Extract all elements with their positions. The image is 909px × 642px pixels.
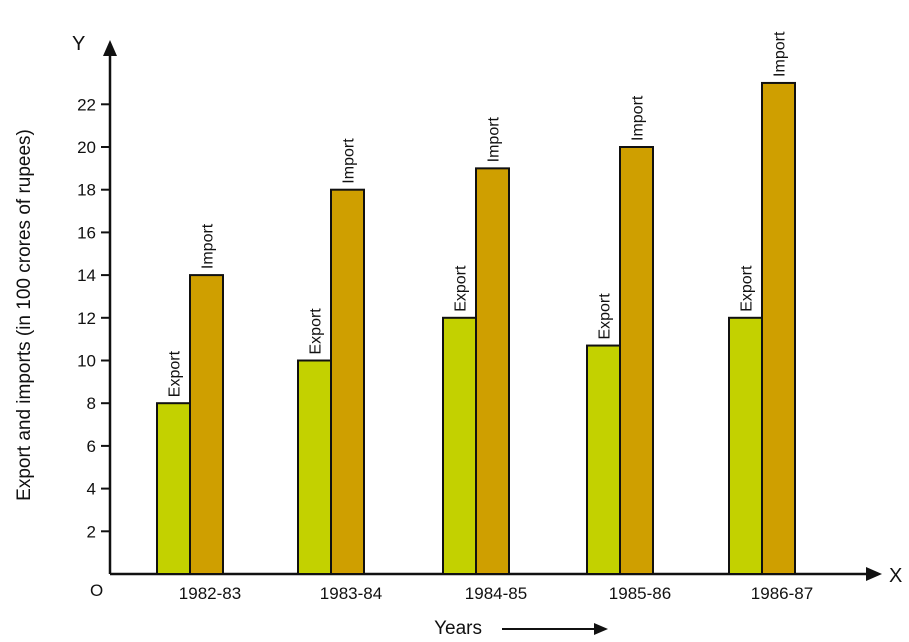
x-axis-title-arrowhead xyxy=(594,623,608,635)
bar-label-export: Export xyxy=(167,350,184,397)
y-tick-label: 22 xyxy=(77,95,96,114)
y-tick-label: 4 xyxy=(87,480,96,499)
bar-label-export: Export xyxy=(308,308,325,355)
bar-label-export: Export xyxy=(597,293,614,340)
bar-label-import: Import xyxy=(630,95,647,141)
y-tick-label: 14 xyxy=(77,266,96,285)
y-tick-label: 12 xyxy=(77,309,96,328)
bar-import-1983-84 xyxy=(330,188,365,575)
bar-label-import: Import xyxy=(341,138,358,184)
bar-export-1985-86 xyxy=(586,344,621,575)
bar-label-export: Export xyxy=(453,265,470,312)
y-tick-label: 16 xyxy=(77,223,96,242)
bar-export-1982-83 xyxy=(156,402,191,576)
category-labels: 1982-83 1983-84 1984-85 1985-86 1986-87 xyxy=(179,584,813,603)
bar-import-1984-85 xyxy=(475,167,510,575)
y-tick-label: 10 xyxy=(77,352,96,371)
category-label: 1986-87 xyxy=(751,584,813,603)
bar-export-1984-85 xyxy=(442,316,477,575)
y-tick-label: 18 xyxy=(77,181,96,200)
category-label: 1985-86 xyxy=(609,584,671,603)
origin-label: O xyxy=(90,581,103,600)
y-axis-title: Export and imports (in 100 crores of rup… xyxy=(14,129,35,501)
category-label: 1982-83 xyxy=(179,584,241,603)
bar-label-import: Import xyxy=(200,223,217,269)
bar-label-import: Import xyxy=(486,116,503,162)
y-tick-label: 8 xyxy=(87,394,96,413)
bar-label-import: Import xyxy=(772,31,789,77)
category-label: 1984-85 xyxy=(465,584,527,603)
bar-label-export: Export xyxy=(739,265,756,312)
bar-import-1982-83 xyxy=(189,274,224,575)
y-tick-label: 20 xyxy=(77,138,96,157)
x-axis-letter: X xyxy=(889,565,902,587)
y-axis-letter: Y xyxy=(72,33,85,55)
bar-import-1985-86 xyxy=(619,146,654,575)
bar-export-1986-87 xyxy=(728,316,763,575)
y-tick-label: 6 xyxy=(87,437,96,456)
x-axis-title: Years xyxy=(434,618,482,639)
y-tick-label: 2 xyxy=(87,522,96,541)
bar-import-1986-87 xyxy=(761,81,796,575)
category-label: 1983-84 xyxy=(320,584,382,603)
bars: Export Import Export Import Export Import Expo… xyxy=(156,31,796,576)
x-axis-arrow xyxy=(866,567,882,581)
y-axis-arrow xyxy=(103,40,117,56)
y-ticks: 2 4 6 8 10 12 14 16 18 20 22 xyxy=(77,95,110,541)
bar-export-1983-84 xyxy=(297,359,332,575)
